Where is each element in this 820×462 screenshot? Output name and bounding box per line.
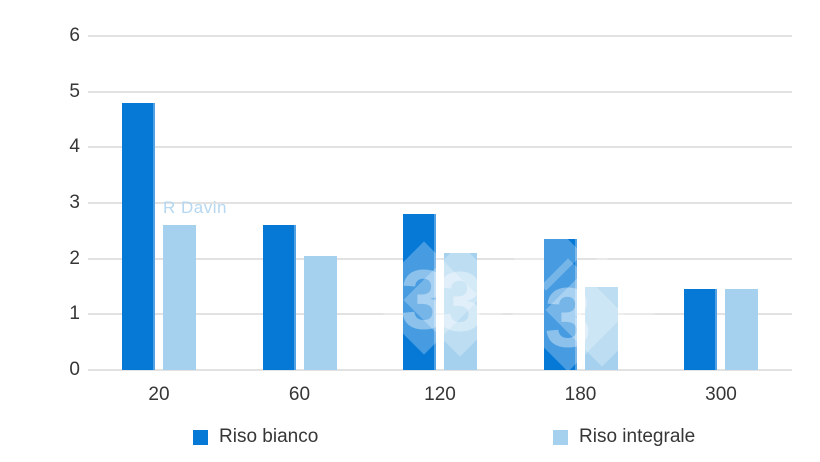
y-axis-tick-label: 4 bbox=[69, 136, 80, 158]
bar-riso-integrale-60 bbox=[303, 255, 337, 370]
legend-item-riso-bianco: Riso bianco bbox=[193, 426, 318, 448]
gridline-y-4 bbox=[88, 146, 792, 149]
gridline-y-1 bbox=[88, 313, 792, 316]
legend: Riso bianco Riso integrale bbox=[0, 424, 820, 454]
gridline-y-2 bbox=[88, 257, 792, 260]
legend-label-riso-bianco: Riso bianco bbox=[219, 426, 319, 447]
y-axis-tick-label: 5 bbox=[69, 80, 80, 102]
bar-riso-integrale-180 bbox=[584, 286, 618, 370]
bar-riso-integrale-120 bbox=[444, 253, 477, 370]
bar-riso-integrale-20 bbox=[163, 225, 196, 370]
gridline-y-6 bbox=[88, 35, 792, 37]
bar-riso-bianco-120 bbox=[403, 214, 436, 370]
bar-riso-integrale-300 bbox=[725, 289, 758, 370]
x-axis-tick-label: 180 bbox=[564, 384, 597, 405]
x-axis-tick-label: 120 bbox=[424, 384, 456, 405]
x-axis-tick-label: 300 bbox=[705, 384, 737, 405]
x-axis-tick-label: 60 bbox=[288, 384, 311, 405]
bar-riso-bianco-20 bbox=[122, 102, 155, 370]
legend-swatch-riso-integrale bbox=[553, 429, 568, 445]
legend-item-riso-integrale: Riso integrale bbox=[553, 426, 695, 448]
x-axis-tick-label: 20 bbox=[148, 384, 170, 405]
y-axis-tick-label: 0 bbox=[69, 359, 80, 380]
bar-riso-bianco-60 bbox=[262, 225, 296, 370]
gridline-y-3 bbox=[88, 202, 792, 204]
bar-riso-bianco-180 bbox=[543, 239, 577, 370]
y-axis-tick-label: 1 bbox=[69, 303, 80, 325]
bar-riso-bianco-300 bbox=[684, 289, 717, 370]
legend-label-riso-integrale: Riso integrale bbox=[579, 426, 696, 447]
gridline-y-0 bbox=[88, 369, 792, 371]
y-axis-tick-label: 3 bbox=[69, 192, 80, 213]
y-axis-tick-label: 2 bbox=[69, 247, 80, 269]
legend-swatch-riso-bianco bbox=[193, 429, 208, 445]
gridline-y-5 bbox=[88, 90, 792, 93]
y-axis-tick-label: 6 bbox=[69, 25, 80, 46]
